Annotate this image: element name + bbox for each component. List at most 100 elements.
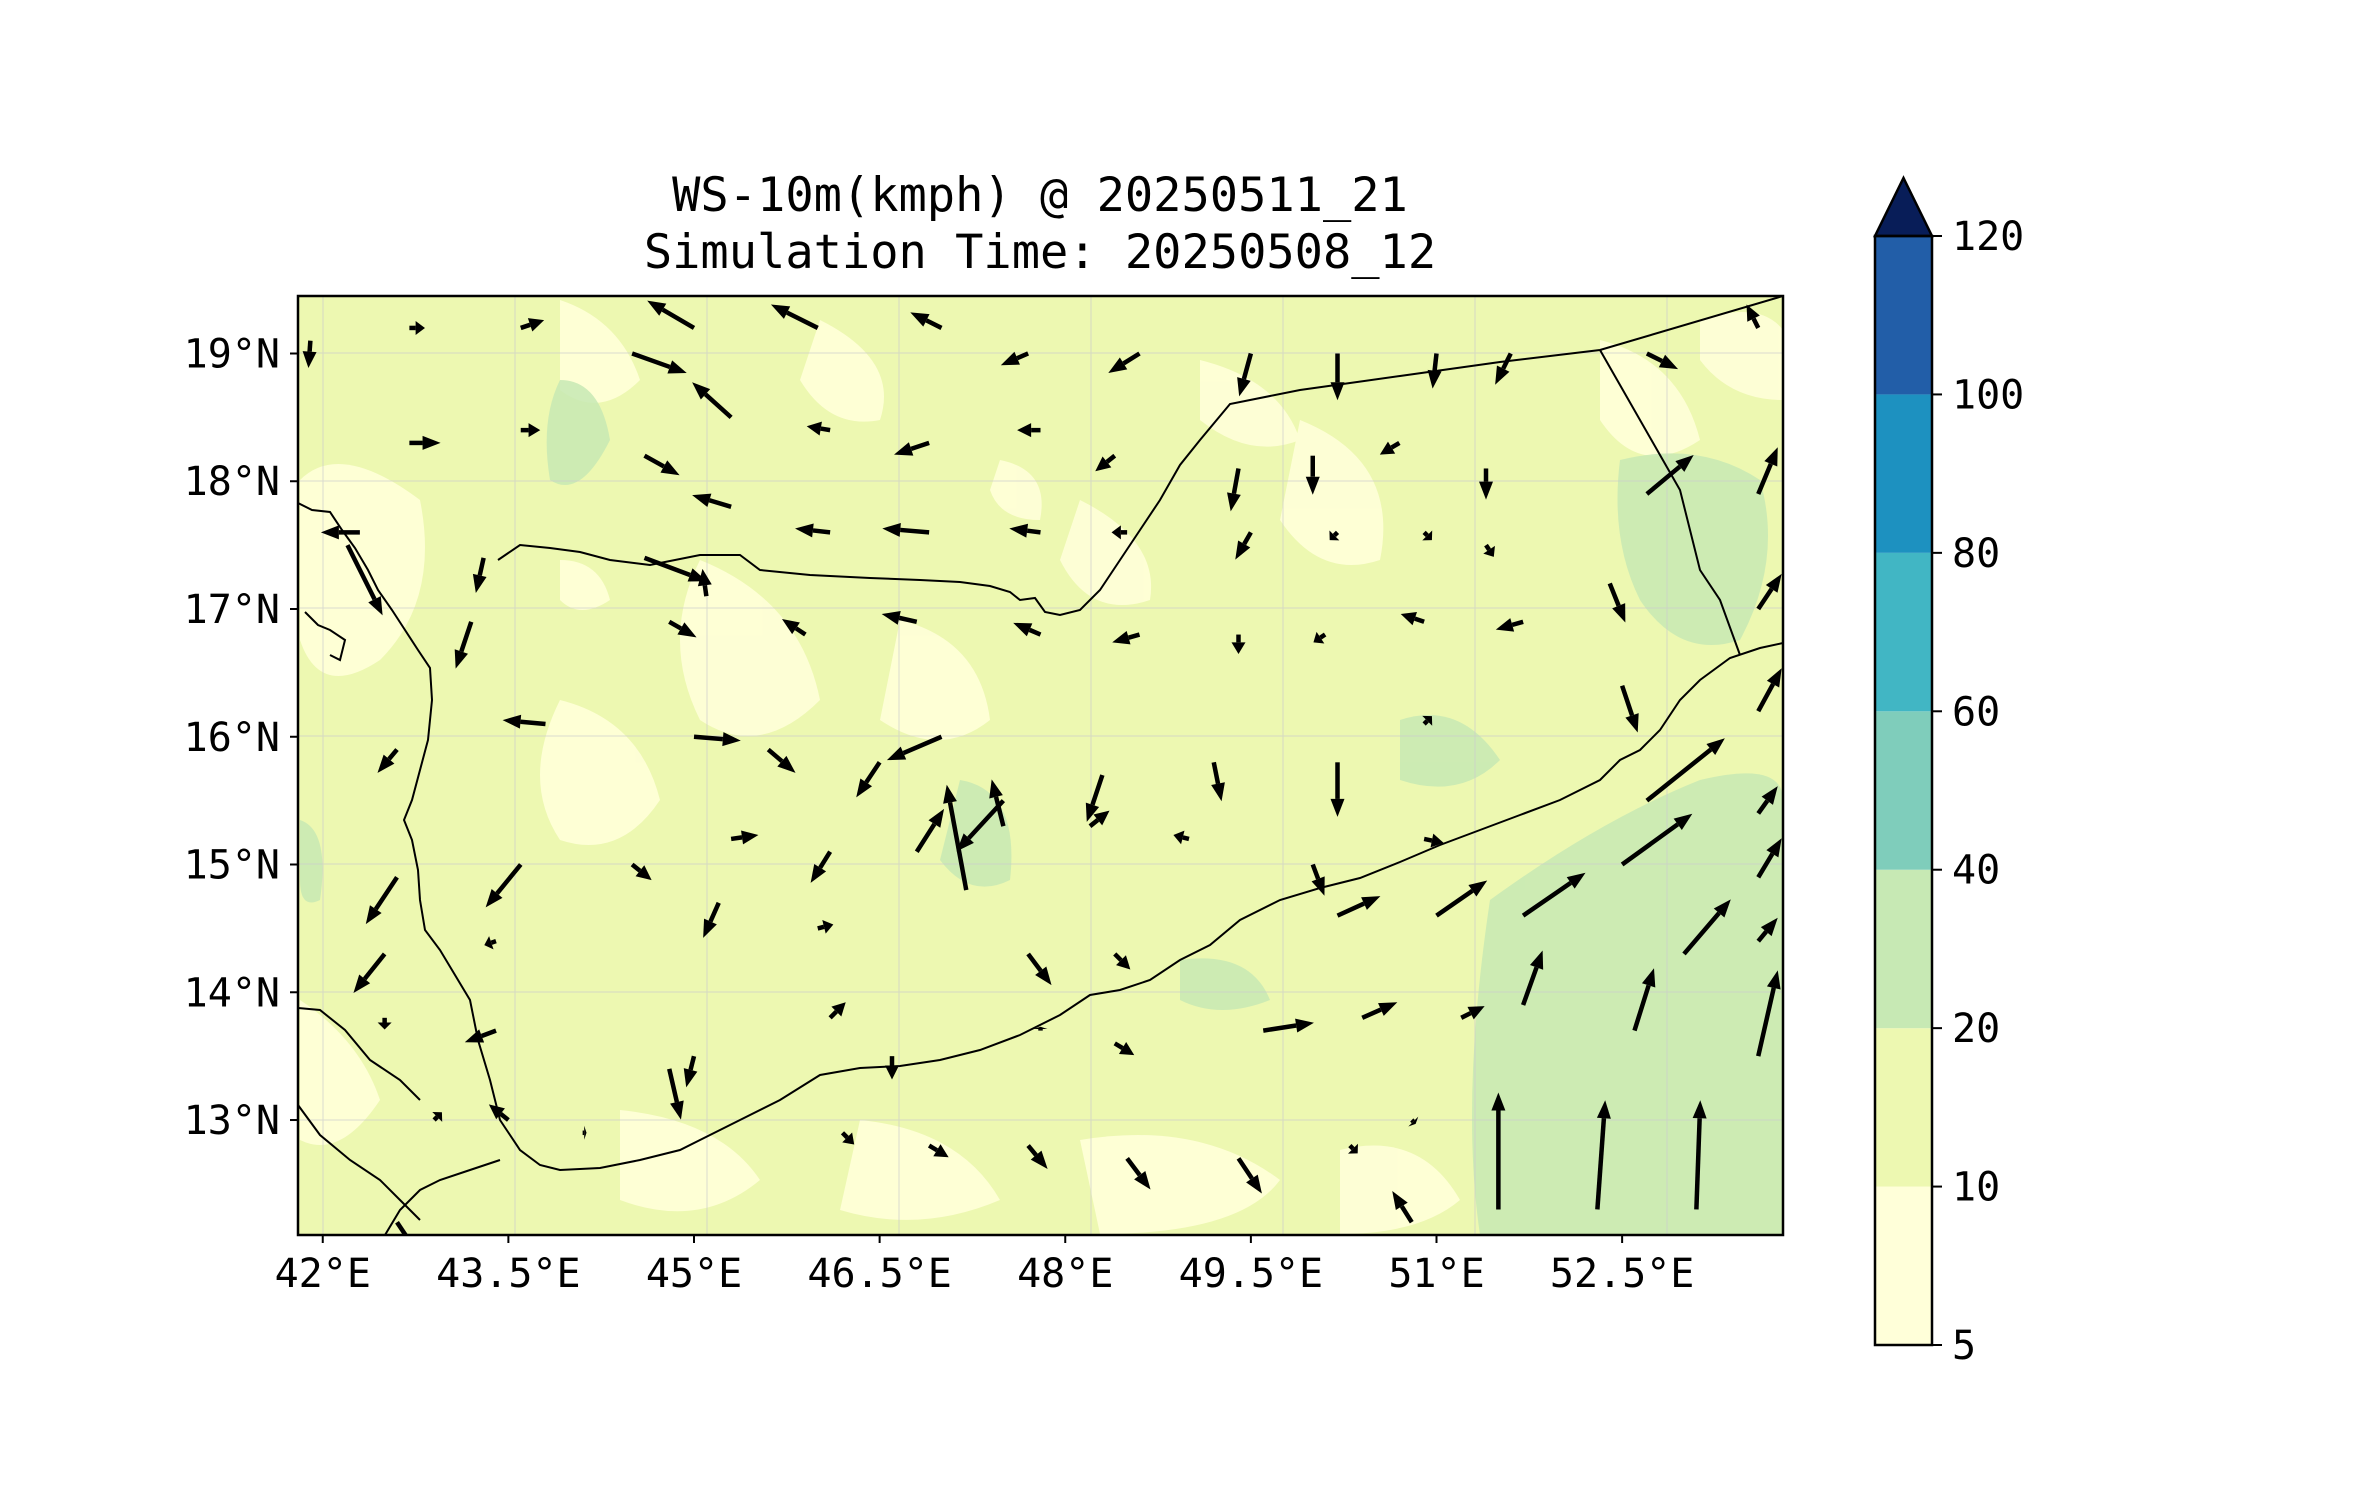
wind-vector bbox=[1013, 622, 1042, 637]
wind-vector bbox=[353, 952, 387, 993]
colorbar-extend-arrow bbox=[1872, 175, 1935, 238]
wind-vector bbox=[472, 557, 487, 593]
wind-vector bbox=[320, 525, 360, 540]
wind-vector bbox=[693, 732, 741, 747]
wind-vector bbox=[1211, 761, 1225, 802]
wind-vector bbox=[464, 1028, 497, 1043]
wind-vector bbox=[1379, 440, 1401, 455]
map-area bbox=[298, 296, 1783, 1235]
y-tick-label: 15°N bbox=[184, 843, 280, 889]
wind-vector bbox=[885, 1056, 899, 1080]
wind-vector bbox=[1305, 455, 1320, 495]
wind-vector bbox=[1361, 1002, 1398, 1020]
wind-vector bbox=[1491, 1092, 1506, 1210]
wind-vector bbox=[1113, 1041, 1135, 1056]
wind-vector bbox=[1330, 762, 1345, 817]
wind-vector bbox=[1645, 351, 1679, 370]
x-tick-label: 43.5°E bbox=[436, 1251, 581, 1297]
wind-vector bbox=[377, 748, 399, 773]
chart-title-line2: Simulation Time: 20250508_12 bbox=[644, 225, 1436, 280]
wind-vector bbox=[1026, 1144, 1048, 1169]
wind-vector bbox=[989, 779, 1006, 827]
colorbar-segment bbox=[1875, 869, 1932, 1029]
wind-vector bbox=[770, 304, 819, 330]
wind-vector bbox=[1521, 950, 1544, 1006]
colorbar-label: 40 bbox=[1952, 848, 2000, 894]
wind-vector bbox=[454, 621, 474, 669]
wind-vector bbox=[840, 1131, 855, 1145]
x-tick-label: 51°E bbox=[1388, 1251, 1484, 1297]
wind-vector bbox=[1026, 952, 1052, 986]
colorbar-segment bbox=[1875, 1028, 1932, 1187]
wind-vector bbox=[630, 862, 652, 881]
colorbar-frame bbox=[1873, 234, 1934, 1347]
wind-vector bbox=[914, 808, 945, 853]
wind-vector bbox=[697, 568, 712, 597]
wind-vector bbox=[1262, 1018, 1314, 1033]
wind-vector bbox=[1756, 447, 1778, 495]
wind-vector bbox=[856, 761, 882, 798]
wind-vector bbox=[365, 876, 399, 925]
wind-vector bbox=[520, 318, 545, 332]
colorbar: 5 10 20 40 60 80 100 120 bbox=[1872, 175, 2024, 1369]
x-tick-label: 48°E bbox=[1017, 1251, 1113, 1297]
y-tick-label: 19°N bbox=[184, 331, 280, 377]
wind-vector bbox=[409, 435, 441, 450]
y-tick-label: 18°N bbox=[184, 459, 280, 505]
wind-vector bbox=[1408, 1116, 1419, 1127]
wind-vectors bbox=[302, 300, 1782, 1235]
wind-vector bbox=[667, 1068, 684, 1120]
x-tick-label: 46.5°E bbox=[807, 1251, 952, 1297]
wind-vector bbox=[409, 320, 425, 335]
chart-title-line1: WS-10m(kmph) @ 20250511_21 bbox=[672, 168, 1408, 223]
wind-vector bbox=[1756, 970, 1781, 1057]
colorbar-label: 60 bbox=[1952, 689, 2000, 735]
wind-vector bbox=[1111, 525, 1128, 540]
wind-vector bbox=[1009, 523, 1041, 538]
y-tick-label: 17°N bbox=[184, 587, 280, 633]
wind-vector bbox=[1495, 352, 1513, 385]
wind-vector bbox=[1607, 582, 1626, 623]
wind-vector bbox=[730, 830, 759, 845]
wind-vector bbox=[520, 423, 541, 438]
wind-vector bbox=[766, 747, 796, 773]
wind-vector bbox=[377, 1017, 392, 1030]
wind-vector bbox=[1088, 810, 1110, 828]
wind-vector bbox=[1085, 774, 1105, 822]
y-tick-label: 16°N bbox=[184, 715, 280, 761]
wind-vector bbox=[886, 734, 943, 761]
wind-vector bbox=[485, 863, 523, 908]
wind-vector bbox=[502, 714, 546, 729]
wind-vector bbox=[668, 619, 697, 638]
wind-vector bbox=[582, 1125, 587, 1140]
wind-vector bbox=[894, 440, 930, 456]
wind-vector bbox=[910, 312, 943, 330]
gridlines bbox=[298, 296, 1783, 1235]
wind-vector bbox=[1017, 423, 1041, 438]
wind-vector bbox=[1235, 531, 1253, 560]
x-tick-label: 45°E bbox=[646, 1251, 742, 1297]
wind-vector bbox=[1756, 838, 1782, 879]
wind-vector bbox=[1329, 530, 1340, 541]
wind-vector bbox=[882, 522, 930, 537]
wind-vector bbox=[1682, 899, 1731, 956]
wind-vector bbox=[1746, 304, 1761, 329]
wind-vector bbox=[806, 421, 831, 436]
colorbar-label: 20 bbox=[1952, 1006, 2000, 1052]
wind-vector bbox=[1227, 468, 1241, 512]
wind-vector bbox=[1095, 453, 1117, 472]
colorbar-label: 10 bbox=[1952, 1165, 2000, 1211]
wind-vector bbox=[1310, 863, 1325, 896]
wind-vector bbox=[1125, 1156, 1151, 1190]
wind-vector bbox=[1460, 1006, 1485, 1020]
y-tick-label: 14°N bbox=[184, 970, 280, 1016]
x-tick-label: 49.5°E bbox=[1179, 1251, 1324, 1297]
wind-vector bbox=[692, 493, 732, 509]
wind-vector bbox=[1336, 896, 1381, 918]
wind-vector bbox=[692, 382, 733, 420]
colorbar-label: 120 bbox=[1952, 214, 2024, 260]
map-frame bbox=[296, 294, 1785, 1237]
wind-vector bbox=[1113, 952, 1131, 970]
wind-vector bbox=[1427, 353, 1442, 389]
wind-vector bbox=[795, 523, 831, 538]
